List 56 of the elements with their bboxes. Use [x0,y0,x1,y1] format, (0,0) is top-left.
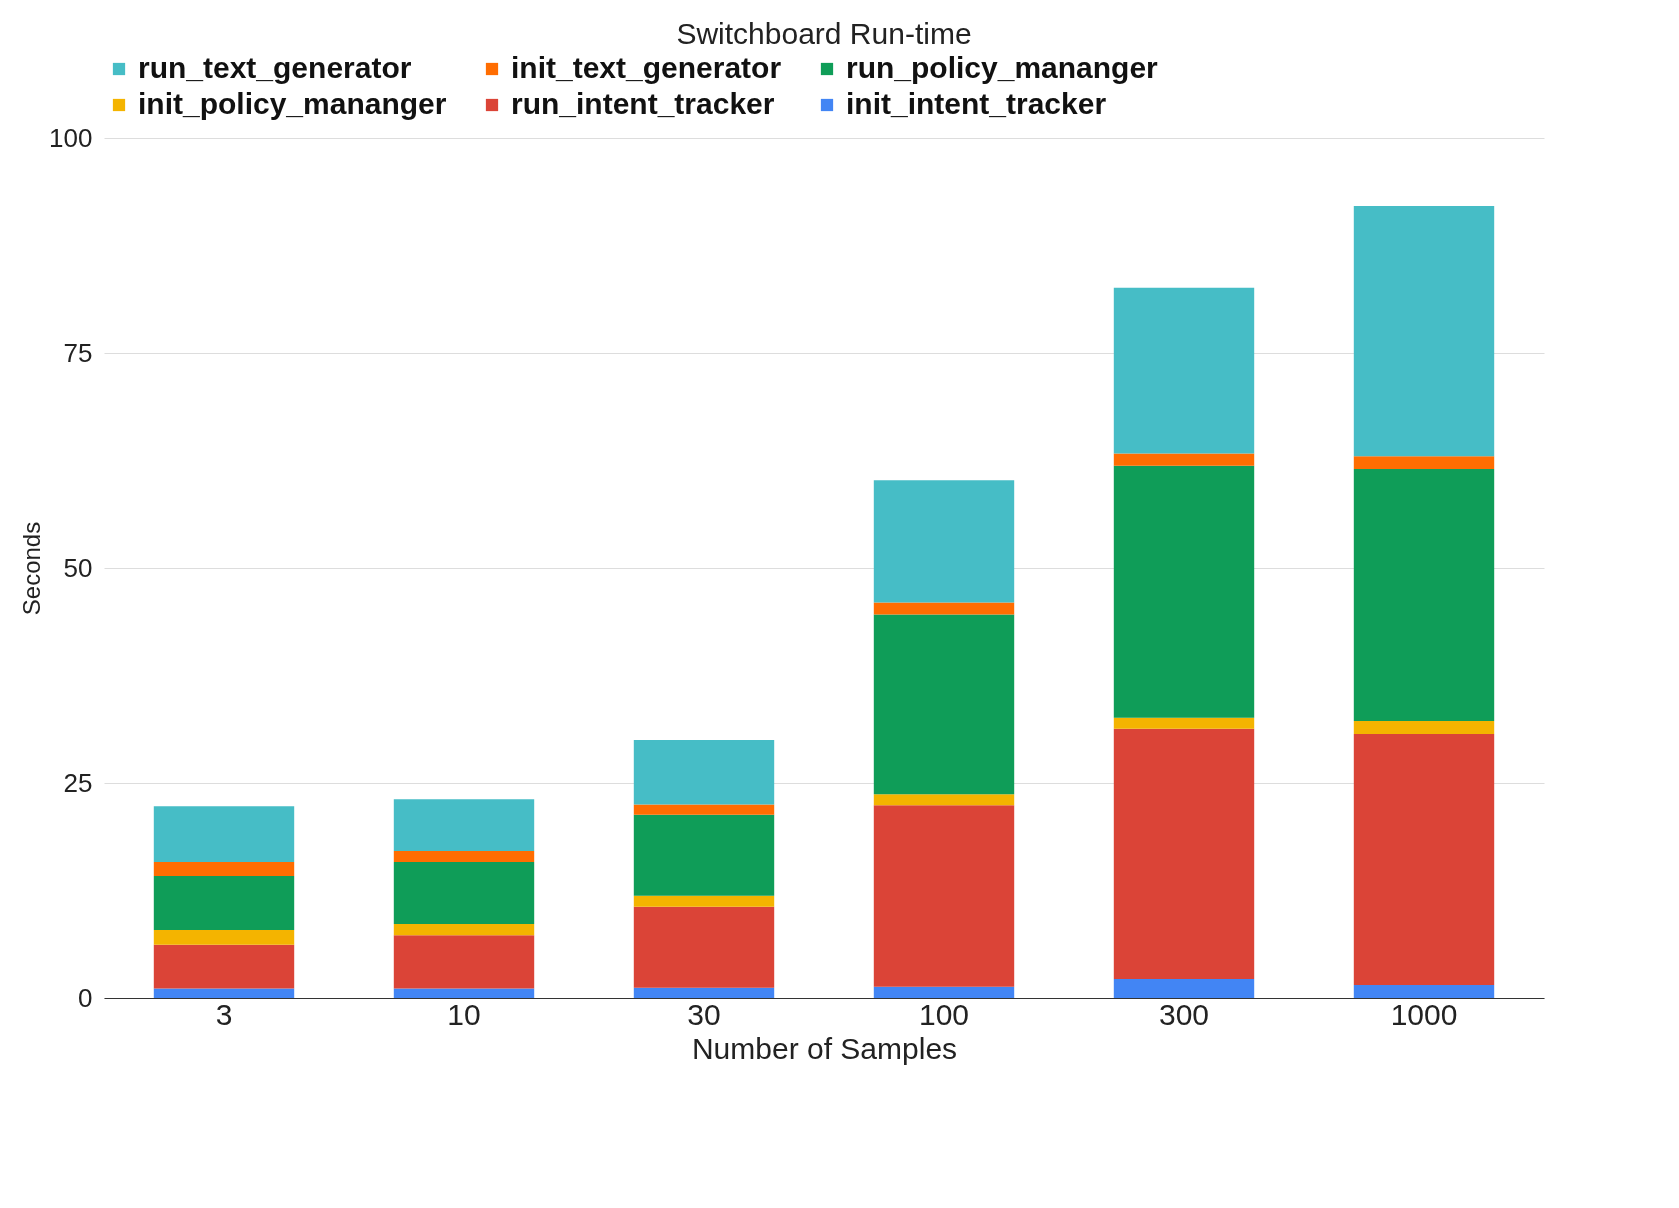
bar [633,740,775,805]
bar [153,988,295,998]
y-tick-label: 25 [63,767,93,798]
y-tick-label: 0 [78,982,93,1013]
bar [1353,456,1495,470]
bar [1113,979,1255,998]
y-tick-label: 75 [63,337,93,368]
bar [393,935,535,989]
legend-label: init_policy_mananger [138,87,447,120]
bar [1353,205,1495,457]
bar [1353,721,1495,734]
chart-title: Switchboard Run-time [676,17,972,50]
bar [1113,728,1255,980]
bar [393,850,535,863]
bar [873,602,1015,615]
bar [393,862,535,925]
bar [633,804,775,815]
bar [153,806,295,863]
bar [153,930,295,945]
bar [873,805,1015,987]
bar [633,814,775,896]
bar [1113,287,1255,454]
bar [1353,733,1495,986]
x-tick-label: 10 [447,997,481,1031]
x-tick-label: 1000 [1390,997,1458,1031]
legend-label: run_policy_mananger [846,51,1159,84]
y-axis-title: Seconds [18,521,46,616]
bar [393,988,535,998]
x-tick-label: 100 [918,997,970,1031]
bar [633,895,775,907]
bar [1113,465,1255,718]
bar [873,794,1015,806]
bar [633,906,775,988]
bar [1353,469,1495,722]
bar [633,987,775,998]
bar [153,875,295,931]
x-tick-label: 3 [215,997,233,1031]
y-tick-label: 100 [49,122,93,153]
bar [393,924,535,936]
bar [873,986,1015,998]
legend-label: run_text_generator [138,51,412,84]
bar [153,944,295,989]
bar [1113,453,1255,466]
bar [1353,985,1495,998]
legend-label: run_intent_tracker [511,87,775,120]
bar [873,614,1015,795]
bar [873,480,1015,603]
bar [153,862,295,876]
bar [393,799,535,851]
bar [1113,717,1255,729]
legend-label: init_intent_tracker [846,87,1107,120]
x-tick-label: 300 [1158,997,1210,1031]
x-tick-label: 30 [687,997,721,1031]
y-tick-label: 50 [63,552,93,583]
x-axis-title: Number of Samples [691,1031,958,1065]
legend-label: init_text_generator [511,51,782,84]
